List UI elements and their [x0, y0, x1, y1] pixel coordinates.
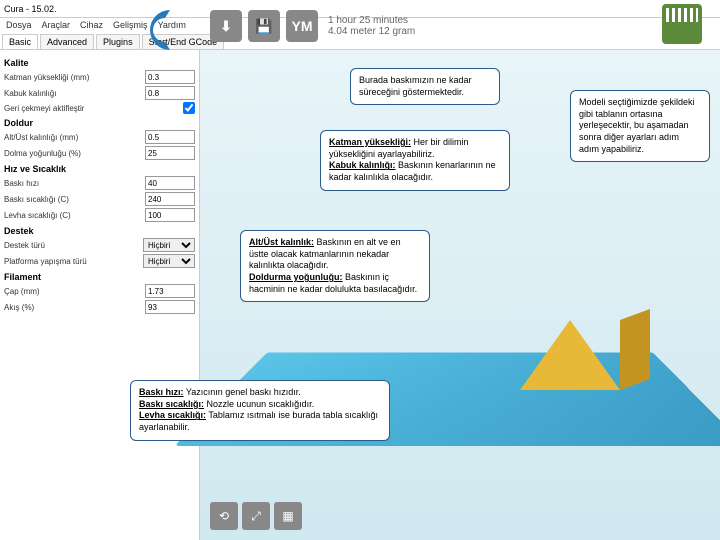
callout-speed: Baskı hızı: Yazıcının genel baskı hızıdı… [130, 380, 390, 441]
ym-icon[interactable]: YM [286, 10, 318, 42]
bed-input[interactable] [145, 208, 195, 222]
topbot-input[interactable] [145, 130, 195, 144]
retraction-checkbox[interactable] [183, 102, 195, 114]
callout-layer: Katman yüksekliği: Her bir dilimin yükse… [320, 130, 510, 191]
nozzle-input[interactable] [145, 192, 195, 206]
density-input[interactable] [145, 146, 195, 160]
toolbar-top: ⬇ 💾 YM 1 hour 25 minutes 4.04 meter 12 g… [210, 10, 415, 42]
toolbar-bottom: ⟲ ⤢ ▦ [210, 502, 302, 530]
group-fill-title: Doldur [4, 118, 195, 128]
layer-height-label: Katman yüksekliği (mm) [4, 73, 141, 82]
university-logo-icon [662, 4, 712, 54]
group-support-title: Destek [4, 226, 195, 236]
tab-advanced[interactable]: Advanced [40, 34, 94, 49]
settings-sidebar: Kalite Katman yüksekliği (mm) Kabuk kalı… [0, 50, 200, 540]
adhesion-label: Platforma yapışma türü [4, 257, 139, 266]
callout-time: Burada baskımızın ne kadar süreceğini gö… [350, 68, 500, 105]
load-icon[interactable]: ⬇ [210, 10, 242, 42]
diameter-input[interactable] [145, 284, 195, 298]
topbot-label: Alt/Üst kalınlığı (mm) [4, 133, 141, 142]
menu-tools[interactable]: Araçlar [42, 20, 71, 32]
shell-input[interactable] [145, 86, 195, 100]
support-type-label: Destek türü [4, 241, 139, 250]
menu-device[interactable]: Cihaz [80, 20, 103, 32]
rotate-icon[interactable]: ⟲ [210, 502, 238, 530]
scale-icon[interactable]: ⤢ [242, 502, 270, 530]
flow-label: Akış (%) [4, 303, 141, 312]
print-time-info: 1 hour 25 minutes 4.04 meter 12 gram [328, 15, 415, 37]
nozzle-label: Baskı sıcaklığı (C) [4, 195, 141, 204]
menu-file[interactable]: Dosya [6, 20, 32, 32]
tab-basic[interactable]: Basic [2, 34, 38, 49]
print-time: 1 hour 25 minutes [328, 15, 415, 26]
cura-logo-icon [130, 0, 190, 60]
save-icon[interactable]: 💾 [248, 10, 280, 42]
group-speed-title: Hız ve Sıcaklık [4, 164, 195, 174]
callout-fill: Alt/Üst kalınlık: Baskının en alt ve en … [240, 230, 430, 302]
retraction-label: Geri çekmeyi aktifleştir [4, 104, 179, 113]
mirror-icon[interactable]: ▦ [274, 502, 302, 530]
printspeed-input[interactable] [145, 176, 195, 190]
bed-label: Levha sıcaklığı (C) [4, 211, 141, 220]
group-filament-title: Filament [4, 272, 195, 282]
diameter-label: Çap (mm) [4, 287, 141, 296]
support-type-select[interactable]: Hiçbiri [143, 238, 195, 252]
shell-label: Kabuk kalınlığı [4, 89, 141, 98]
layer-height-input[interactable] [145, 70, 195, 84]
callout-model: Modeli seçtiğimizde şekildeki gibi tabla… [570, 90, 710, 162]
printspeed-label: Baskı hızı [4, 179, 141, 188]
density-label: Dolma yoğunluğu (%) [4, 149, 141, 158]
flow-input[interactable] [145, 300, 195, 314]
adhesion-select[interactable]: Hiçbiri [143, 254, 195, 268]
3d-model[interactable] [520, 320, 620, 400]
window-title: Cura - 15.02. [4, 4, 57, 14]
print-length: 4.04 meter 12 gram [328, 26, 415, 37]
